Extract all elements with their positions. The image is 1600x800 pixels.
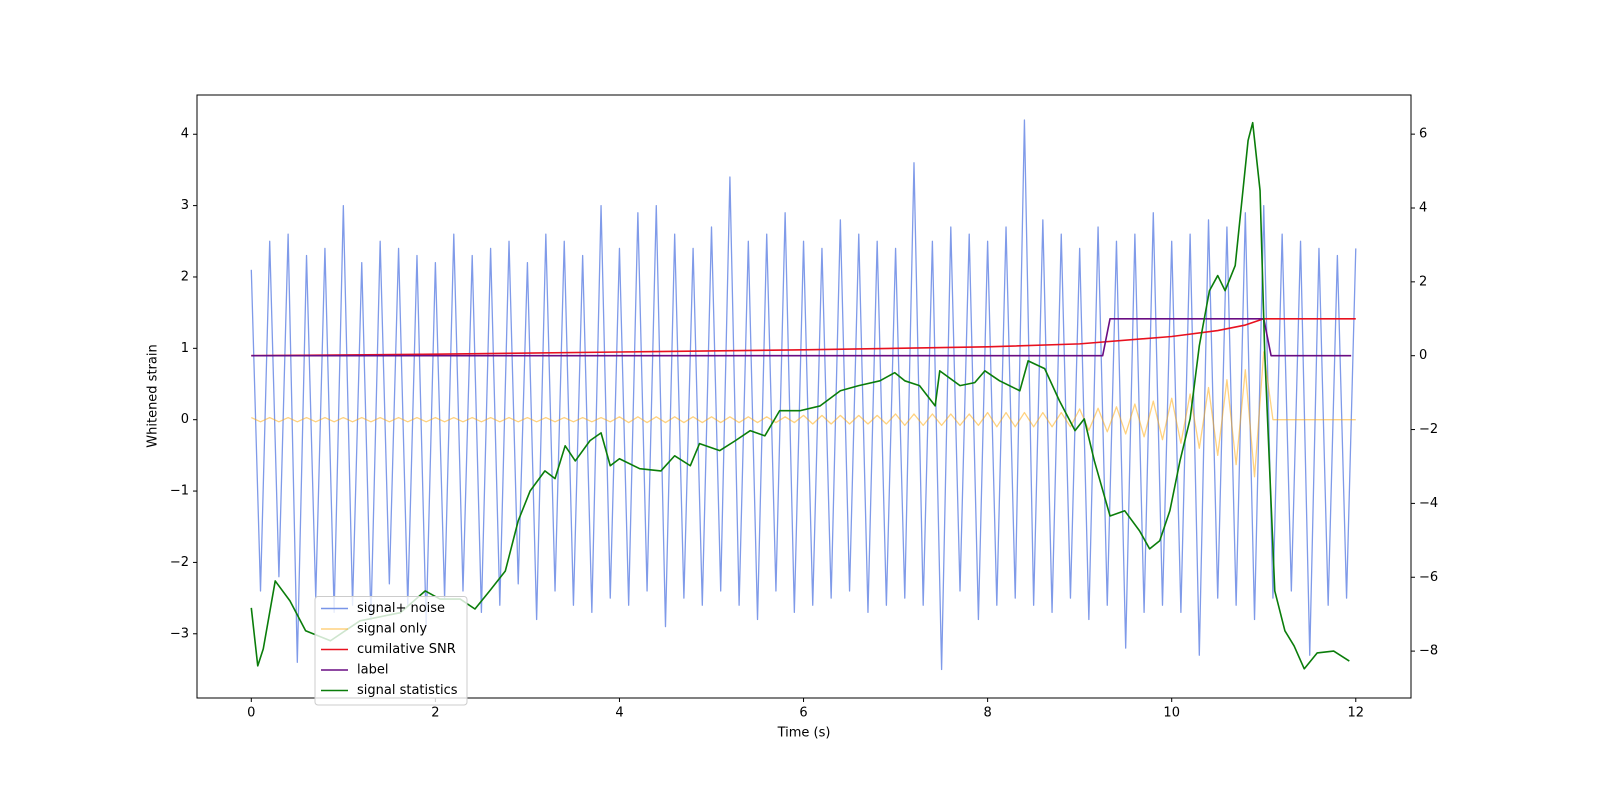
x-tick-label: 10 bbox=[1163, 706, 1180, 721]
y-tick-label: 1 bbox=[181, 341, 189, 356]
series-line bbox=[250, 119, 1357, 671]
y-tick-label: 4 bbox=[181, 127, 189, 142]
y2-tick-label: −6 bbox=[1419, 570, 1438, 585]
x-tick-label: 0 bbox=[247, 706, 255, 721]
legend-label: label bbox=[357, 663, 388, 678]
y-tick-label: −3 bbox=[170, 626, 189, 641]
legend-box bbox=[314, 596, 468, 706]
legend-label: signal only bbox=[357, 622, 427, 637]
y2-tick-label: 0 bbox=[1419, 348, 1427, 363]
y2-tick-label: 4 bbox=[1419, 200, 1427, 215]
x-tick-label: 2 bbox=[431, 706, 439, 721]
plot-area bbox=[250, 119, 1357, 671]
y2-tick-label: −2 bbox=[1419, 422, 1438, 437]
y-tick-label: 0 bbox=[181, 412, 189, 427]
y-tick-label: 2 bbox=[181, 269, 189, 284]
y2-tick-label: 6 bbox=[1419, 127, 1427, 142]
y-tick-label: 3 bbox=[181, 198, 189, 213]
y2-tick-label: 2 bbox=[1419, 274, 1427, 289]
x-tick-label: 12 bbox=[1348, 706, 1365, 721]
series-line bbox=[250, 121, 1350, 670]
y-tick-label: −1 bbox=[170, 484, 189, 499]
series-line bbox=[251, 351, 1356, 478]
legend-label: cumilative SNR bbox=[357, 642, 456, 657]
y-axis-label: Whitened strain bbox=[146, 344, 161, 447]
series-line bbox=[251, 317, 1356, 357]
y-tick-label: −2 bbox=[170, 555, 189, 570]
legend-label: signal+ noise bbox=[357, 601, 445, 616]
y2-tick-label: −8 bbox=[1419, 644, 1438, 659]
x-tick-label: 6 bbox=[799, 706, 807, 721]
legend: signal+ noise signal only cumilative SNR la… bbox=[314, 596, 468, 706]
series-line bbox=[251, 317, 1352, 357]
y2-tick-label: −4 bbox=[1419, 496, 1438, 511]
x-tick-label: 4 bbox=[615, 706, 623, 721]
x-tick-label: 8 bbox=[983, 706, 991, 721]
x-axis-label: Time (s) bbox=[777, 726, 831, 741]
plot-frame bbox=[196, 94, 1412, 699]
legend-label: signal statistics bbox=[357, 683, 458, 698]
